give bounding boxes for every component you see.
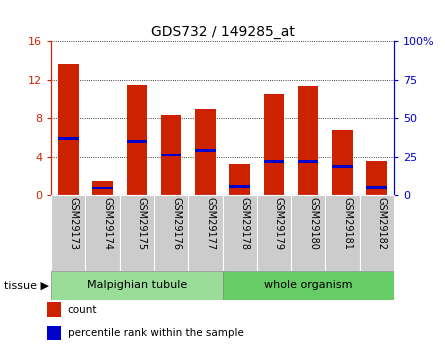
- Bar: [366, 161, 387, 195]
- Bar: [332, 130, 353, 195]
- Text: GSM29176: GSM29176: [171, 197, 181, 250]
- Bar: [195, 109, 216, 195]
- FancyBboxPatch shape: [85, 195, 120, 271]
- FancyBboxPatch shape: [291, 195, 325, 271]
- Bar: [92, 187, 113, 189]
- Bar: [195, 149, 216, 152]
- FancyBboxPatch shape: [120, 195, 154, 271]
- Bar: [229, 164, 250, 195]
- Bar: [126, 85, 147, 195]
- Text: GSM29180: GSM29180: [308, 197, 318, 250]
- Text: GSM29174: GSM29174: [103, 197, 113, 250]
- FancyBboxPatch shape: [154, 195, 188, 271]
- Text: GSM29178: GSM29178: [239, 197, 250, 250]
- Text: GSM29177: GSM29177: [206, 197, 215, 250]
- FancyBboxPatch shape: [257, 195, 291, 271]
- Title: GDS732 / 149285_at: GDS732 / 149285_at: [150, 25, 295, 39]
- Bar: [92, 180, 113, 195]
- Text: GSM29179: GSM29179: [274, 197, 284, 250]
- FancyBboxPatch shape: [188, 195, 222, 271]
- Bar: [263, 94, 284, 195]
- Bar: [229, 185, 250, 188]
- Text: GSM29173: GSM29173: [69, 197, 78, 250]
- Bar: [47, 326, 61, 340]
- FancyBboxPatch shape: [51, 195, 85, 271]
- Text: GSM29181: GSM29181: [343, 197, 352, 250]
- Bar: [298, 160, 319, 162]
- FancyBboxPatch shape: [222, 195, 257, 271]
- Bar: [47, 302, 61, 317]
- FancyBboxPatch shape: [222, 271, 394, 300]
- Bar: [58, 137, 79, 140]
- Text: GSM29175: GSM29175: [137, 197, 147, 250]
- Text: GSM29182: GSM29182: [376, 197, 387, 250]
- FancyBboxPatch shape: [325, 195, 360, 271]
- Text: count: count: [68, 305, 97, 315]
- Bar: [58, 65, 79, 195]
- Text: Malpighian tubule: Malpighian tubule: [87, 280, 187, 290]
- Bar: [332, 165, 353, 168]
- Bar: [161, 115, 182, 195]
- Bar: [263, 160, 284, 162]
- Bar: [298, 87, 319, 195]
- Text: whole organism: whole organism: [264, 280, 352, 290]
- FancyBboxPatch shape: [51, 271, 223, 300]
- Bar: [366, 186, 387, 189]
- Bar: [126, 140, 147, 142]
- Text: tissue ▶: tissue ▶: [4, 280, 49, 290]
- Text: percentile rank within the sample: percentile rank within the sample: [68, 328, 243, 338]
- Bar: [161, 154, 182, 156]
- FancyBboxPatch shape: [360, 195, 394, 271]
